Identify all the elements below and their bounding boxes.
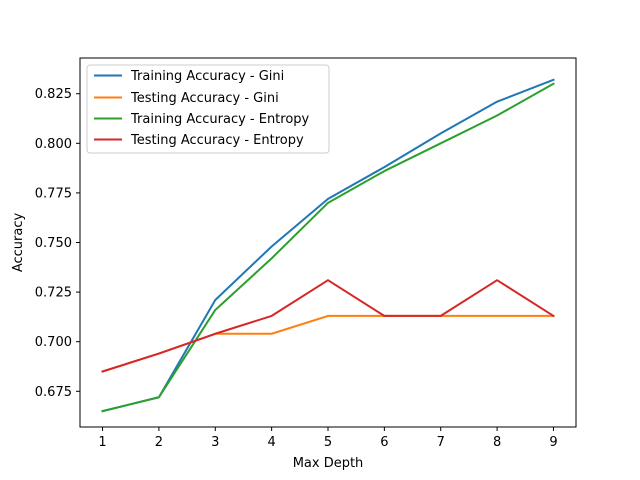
x-tick-label: 2 <box>155 435 163 450</box>
x-tick-label: 9 <box>549 435 557 450</box>
y-tick-label: 0.800 <box>35 137 72 152</box>
y-tick-label: 0.700 <box>35 335 72 350</box>
x-tick-label: 6 <box>380 435 388 450</box>
y-tick-label: 0.750 <box>35 236 72 251</box>
x-tick-label: 8 <box>493 435 501 450</box>
y-tick-label: 0.825 <box>35 87 72 102</box>
y-axis-label: Accuracy <box>11 213 26 273</box>
x-axis-ticks: 1 2 3 4 5 6 7 8 9 <box>98 427 558 450</box>
series-line-testing-gini <box>101 314 555 373</box>
series-line-testing-entropy <box>101 279 555 373</box>
y-axis-ticks: 0.675 0.700 0.725 0.750 0.775 0.800 0.825 <box>35 87 80 400</box>
x-tick-label: 1 <box>98 435 106 450</box>
legend: Training Accuracy - Gini Testing Accurac… <box>86 64 330 154</box>
legend-label-training-entropy: Training Accuracy - Entropy <box>130 112 310 127</box>
x-tick-label: 5 <box>324 435 332 450</box>
legend-label-training-gini: Training Accuracy - Gini <box>130 69 284 84</box>
y-tick-label: 0.725 <box>35 286 72 301</box>
y-tick-label: 0.675 <box>35 385 72 400</box>
x-tick-label: 4 <box>267 435 275 450</box>
y-tick-label: 0.775 <box>35 186 72 201</box>
x-axis-label: Max Depth <box>293 456 364 471</box>
legend-box <box>86 64 330 154</box>
x-tick-label: 7 <box>437 435 445 450</box>
legend-label-testing-gini: Testing Accuracy - Gini <box>130 91 279 106</box>
series-lines <box>101 78 555 413</box>
series-line-training-gini <box>101 78 555 413</box>
legend-label-testing-entropy: Testing Accuracy - Entropy <box>130 133 304 148</box>
x-tick-label: 3 <box>211 435 219 450</box>
series-line-training-entropy <box>101 82 555 413</box>
plot-area-frame <box>79 57 577 428</box>
